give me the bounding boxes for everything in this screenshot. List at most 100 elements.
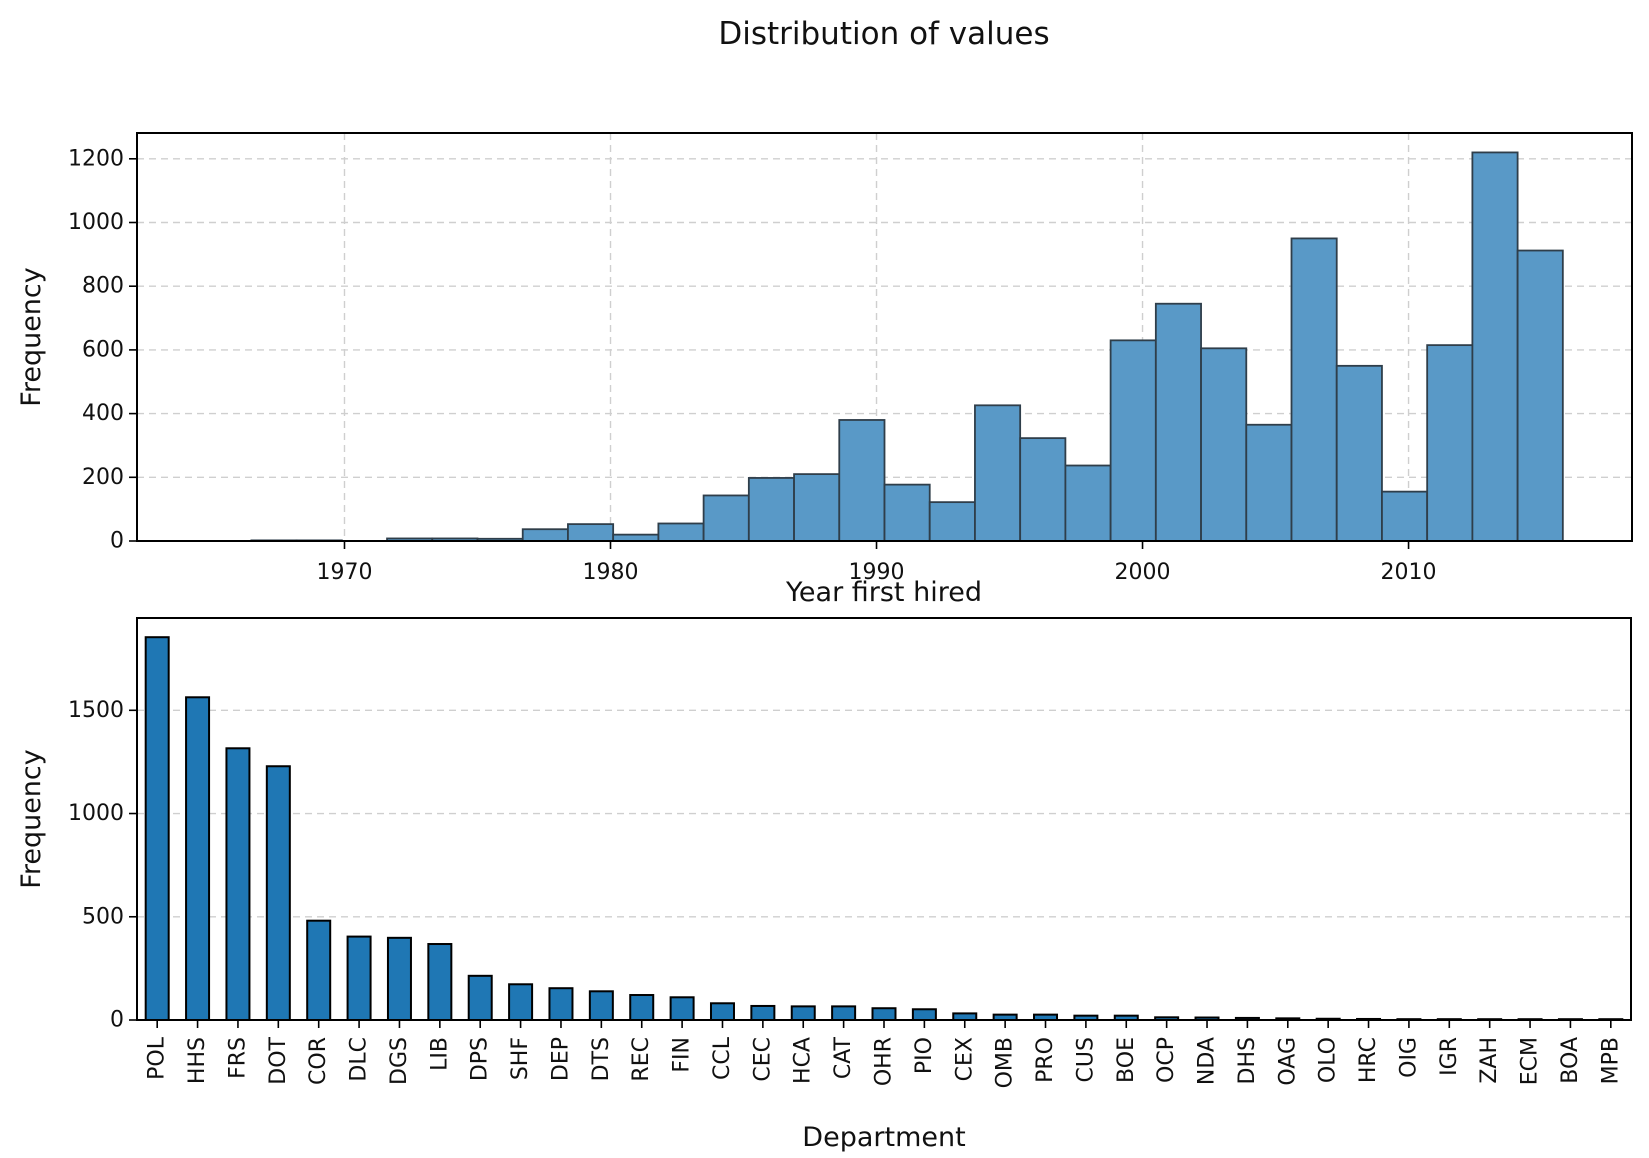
x-tick-label: CAT: [831, 1036, 856, 1079]
bottom-xaxis-label: Department: [802, 1122, 965, 1153]
x-tick-label: BOE: [1114, 1037, 1139, 1083]
x-tick-label: MPB: [1598, 1037, 1623, 1084]
y-tick-label: 1000: [68, 210, 124, 235]
histogram-bar: [1019, 437, 1067, 542]
x-tick-label: OHR: [872, 1037, 897, 1086]
plot-frame: [136, 617, 1632, 1021]
histogram-bar: [1245, 423, 1293, 542]
x-tick-label: HHS: [185, 1037, 210, 1084]
histogram-bar: [974, 404, 1022, 542]
x-tick-label: NDA: [1195, 1037, 1220, 1085]
x-tick-label: OCP: [1154, 1037, 1179, 1083]
category-bar: [427, 943, 453, 1021]
x-tick-label: CEC: [750, 1037, 775, 1082]
histogram-bar: [1426, 344, 1474, 542]
x-tick-label: POL: [145, 1036, 170, 1080]
histogram-bar: [838, 419, 886, 542]
histogram-bar: [567, 523, 615, 542]
x-tick-label: HRC: [1356, 1037, 1381, 1083]
histogram-bar: [1335, 364, 1383, 542]
figure-title: Distribution of values: [718, 16, 1049, 52]
x-tick-label: ZAH: [1477, 1037, 1502, 1084]
histogram-bar: [521, 528, 569, 542]
x-tick-label: 1970: [316, 560, 372, 585]
x-tick-label: CEX: [952, 1037, 977, 1081]
x-tick-label: LIB: [427, 1037, 452, 1071]
y-tick-label: 800: [82, 274, 124, 299]
x-tick-label: 1990: [849, 560, 905, 585]
x-tick-label: CCL: [710, 1036, 735, 1080]
category-bar: [831, 1005, 857, 1021]
x-tick-label: REC: [629, 1037, 654, 1082]
top-chart-axes: 1970 1980 1990 2000 2010 0 200 400 600 800 1000 120…: [68, 132, 1633, 585]
bottom-chart-axes: 0 500 1000 1500 POL HHS FRS DOT COR DLC DGS LIB DPS S…: [68, 617, 1632, 1088]
x-tick-label: DLC: [347, 1037, 372, 1082]
category-bar: [508, 983, 534, 1022]
x-tick-label: OMB: [993, 1037, 1018, 1088]
category-bar: [911, 1008, 937, 1022]
histogram-bar: [1154, 302, 1202, 542]
x-tick-label: OLO: [1316, 1037, 1341, 1083]
histogram-bar: [702, 494, 750, 542]
x-tick-label: HCA: [791, 1037, 816, 1084]
histogram-bar: [928, 501, 976, 542]
y-tick-label: 0: [110, 1008, 124, 1033]
histogram-bar: [1516, 249, 1564, 542]
category-bar: [346, 935, 372, 1021]
category-bar: [306, 919, 332, 1021]
x-tick-label: FRS: [225, 1037, 250, 1079]
x-tick-label: SHF: [508, 1037, 533, 1080]
y-tick-label: 1200: [68, 146, 124, 171]
histogram-bar: [1109, 339, 1157, 542]
y-tick-label: 1500: [68, 698, 124, 723]
histogram-bar: [1200, 347, 1248, 542]
y-tick-label: 0: [110, 529, 124, 554]
category-bar: [386, 936, 412, 1021]
x-tick-label: 2010: [1381, 560, 1437, 585]
x-tick-label: COR: [306, 1037, 331, 1085]
category-bar: [265, 765, 291, 1021]
x-tick-label: PIO: [912, 1037, 937, 1074]
category-bar: [588, 990, 614, 1022]
histogram-bar: [1064, 464, 1112, 542]
x-tick-label: 2000: [1115, 560, 1171, 585]
x-tick-label: DGS: [387, 1037, 412, 1085]
x-tick-label: DTS: [589, 1037, 614, 1081]
x-tick-label: OIG: [1396, 1037, 1421, 1078]
histogram-bar: [793, 473, 841, 542]
histogram-bar: [883, 483, 931, 542]
y-tick-label: 500: [82, 904, 124, 929]
histogram-bar: [1381, 490, 1429, 542]
x-tick-label: PRO: [1033, 1037, 1058, 1083]
histogram-bar: [1471, 151, 1519, 542]
category-bar: [750, 1004, 776, 1022]
plot-frame: [136, 132, 1633, 542]
x-tick-label: FIN: [670, 1037, 695, 1073]
category-bar: [790, 1005, 816, 1021]
category-bar: [467, 974, 493, 1022]
category-bar: [871, 1007, 897, 1022]
x-tick-label: DOT: [266, 1036, 291, 1084]
hire-year-histogram-bars: [250, 151, 1564, 542]
y-tick-label: 400: [82, 401, 124, 426]
category-bar: [185, 696, 211, 1021]
x-tick-label: 1980: [583, 560, 639, 585]
x-tick-label: CUS: [1073, 1037, 1098, 1082]
x-tick-label: DEP: [548, 1037, 573, 1081]
x-tick-label: OAG: [1275, 1037, 1300, 1086]
category-bar: [709, 1002, 735, 1022]
y-tick-label: 200: [82, 465, 124, 490]
category-bar: [548, 987, 574, 1021]
y-tick-label: 1000: [68, 801, 124, 826]
top-xaxis-label: Year first hired: [785, 577, 982, 608]
histogram-bar: [657, 522, 705, 542]
y-tick-label: 600: [82, 337, 124, 362]
department-bar-chart-bars: [144, 636, 1624, 1022]
category-bar: [669, 996, 695, 1022]
category-bar: [144, 636, 170, 1021]
x-tick-label: BOA: [1558, 1037, 1583, 1084]
x-tick-label: DPS: [468, 1037, 493, 1081]
category-bar: [629, 994, 655, 1022]
